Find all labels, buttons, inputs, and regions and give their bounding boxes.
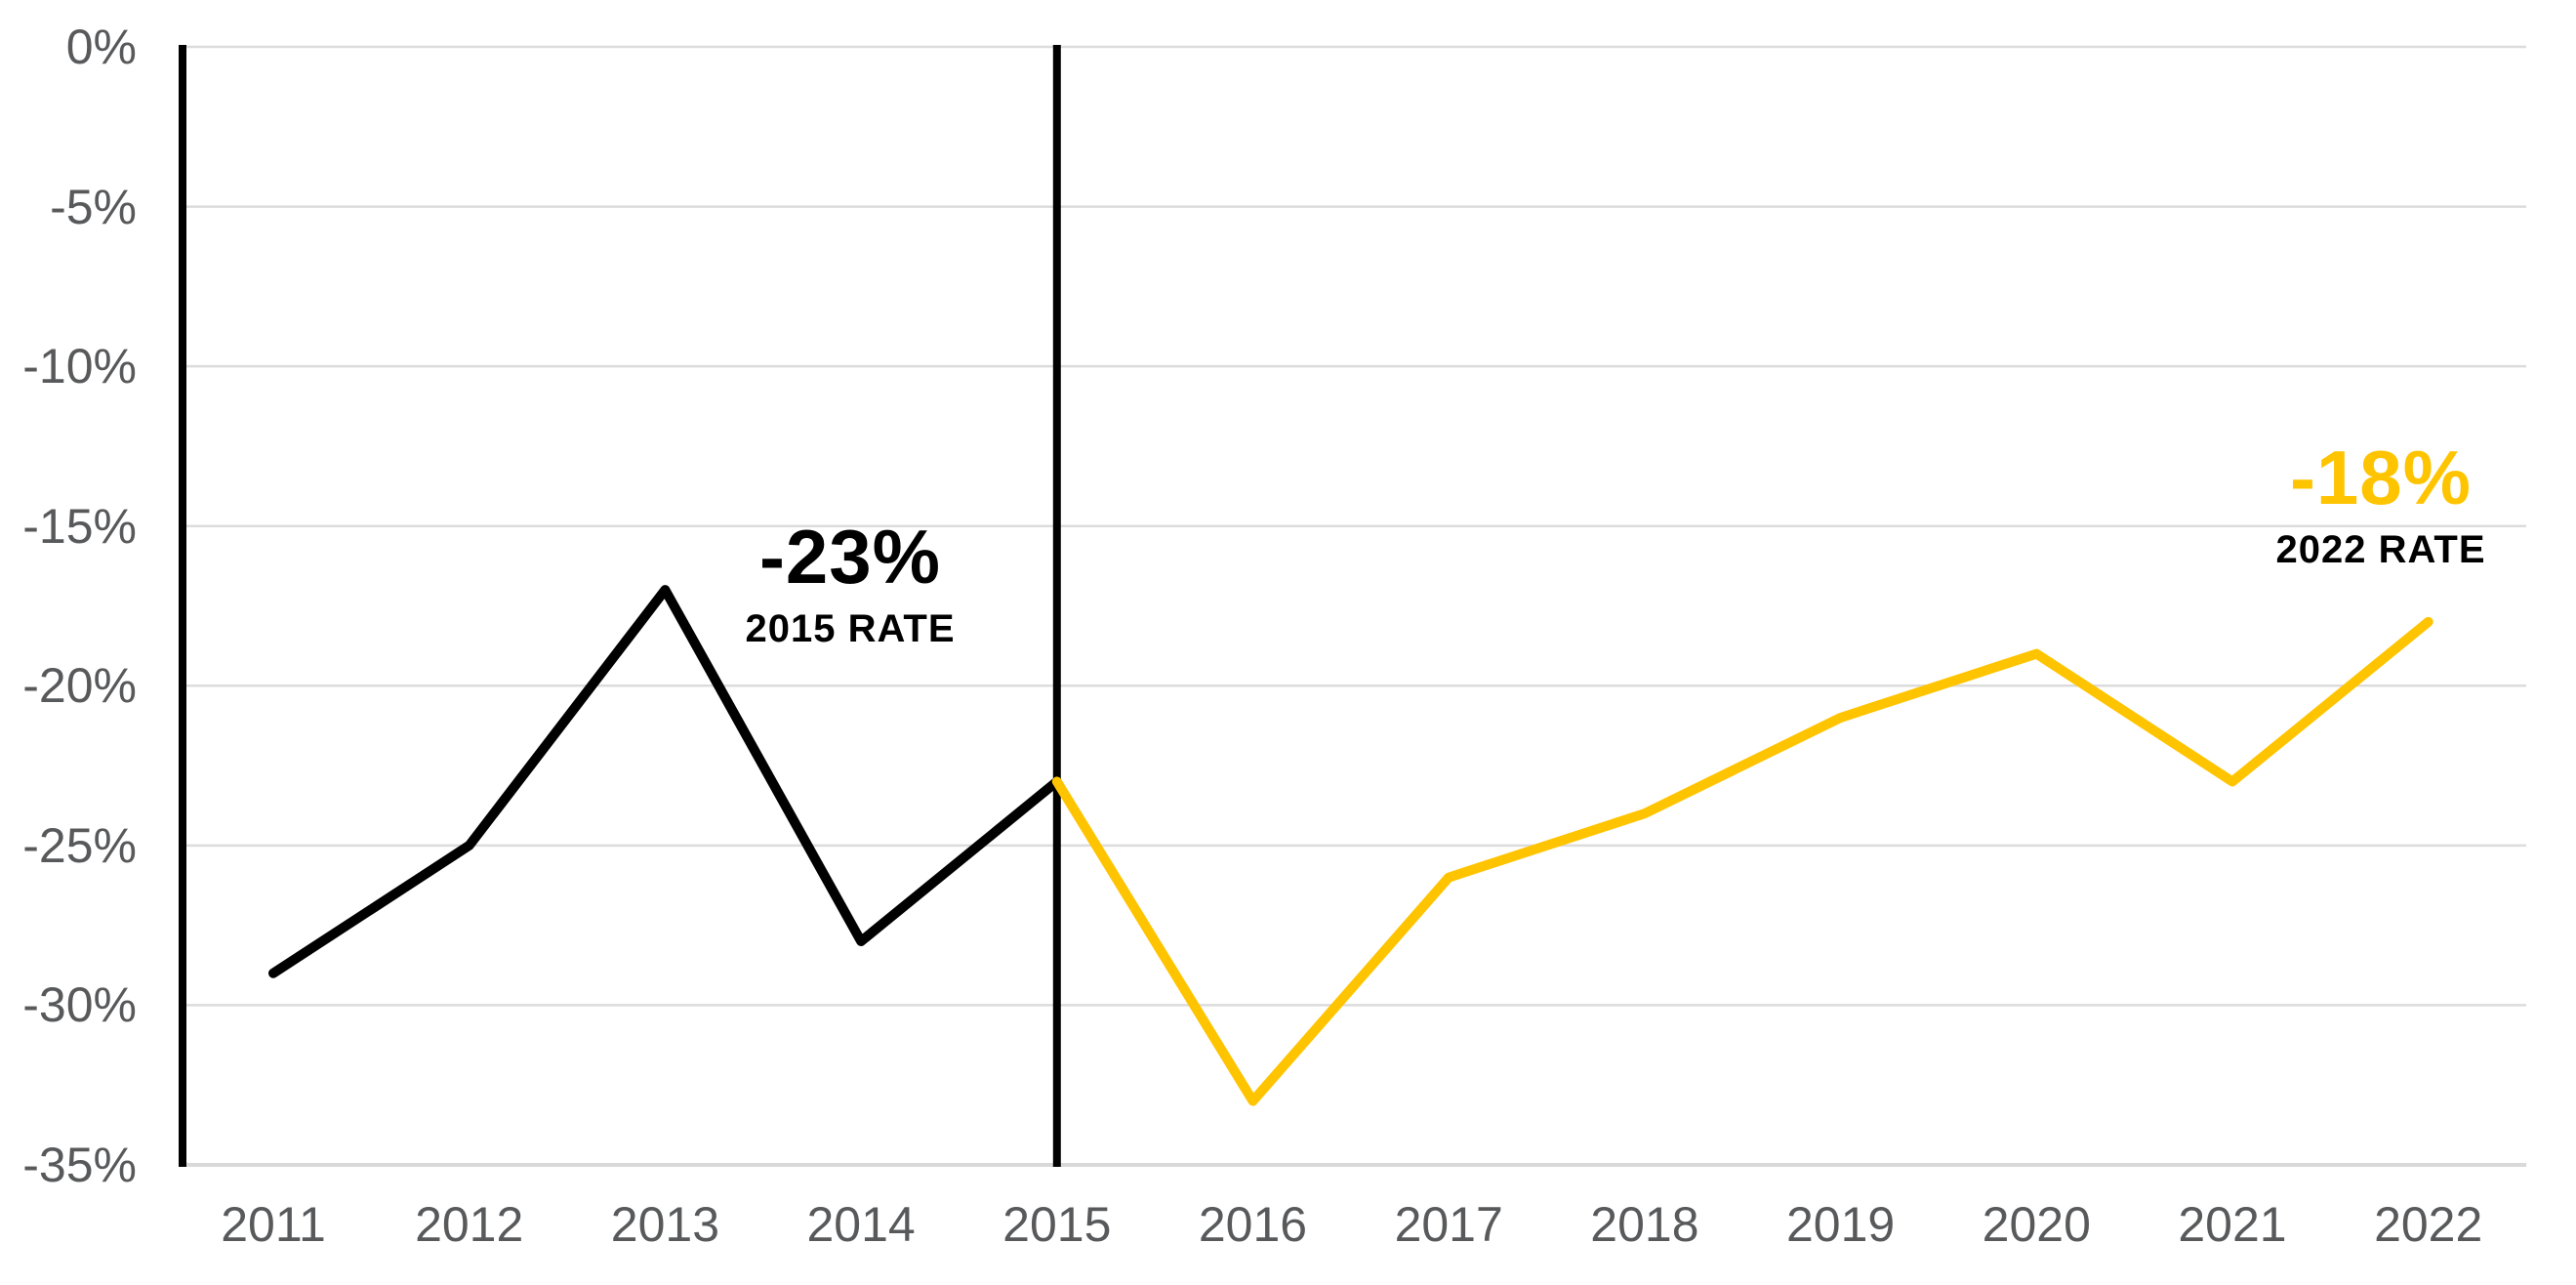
y-axis-tick-label: -25% [22, 817, 137, 873]
y-axis-tick-label: 0% [65, 20, 137, 74]
y-axis-tick-label: -15% [22, 498, 137, 554]
annotation-2015-value: -23% [758, 514, 942, 600]
x-axis-tick-label: 2018 [1590, 1197, 1699, 1252]
x-axis-tick-label: 2022 [2374, 1197, 2483, 1252]
x-axis-tick-label: 2014 [806, 1197, 916, 1252]
series-line-rate-2015-2022 [1051, 616, 2433, 1106]
x-axis-tick-label: 2013 [610, 1197, 719, 1252]
y-axis-tick-label: -5% [50, 179, 137, 234]
y-axis-tick-label: -30% [22, 977, 137, 1033]
annotation-2022-caption: 2022 RATE [2275, 528, 2486, 571]
annotation-2022-rate: -18% 2022 RATE [2275, 439, 2485, 570]
y-axis-tick-label: -35% [22, 1138, 137, 1192]
annotation-2015-rate: -23% 2015 RATE [745, 518, 955, 649]
annotation-2022-value: -18% [2289, 435, 2473, 520]
x-axis-tick-label: 2020 [1982, 1197, 2091, 1252]
x-axis-tick-label: 2012 [415, 1197, 524, 1252]
y-axis-tick-label: -10% [22, 339, 137, 394]
series-line-rate-2011-2015 [268, 585, 1062, 978]
y-axis-tick-label: -20% [22, 658, 137, 714]
x-axis-tick-label: 2016 [1198, 1197, 1308, 1252]
x-axis-tick-label: 2017 [1394, 1197, 1503, 1252]
x-axis-tick-label: 2015 [1002, 1197, 1112, 1252]
x-axis-tick-label: 2019 [1785, 1197, 1896, 1252]
annotation-2015-caption: 2015 RATE [745, 607, 956, 650]
x-axis-tick-label: 2021 [2178, 1197, 2287, 1252]
x-axis-tick-label: 2011 [221, 1197, 326, 1252]
